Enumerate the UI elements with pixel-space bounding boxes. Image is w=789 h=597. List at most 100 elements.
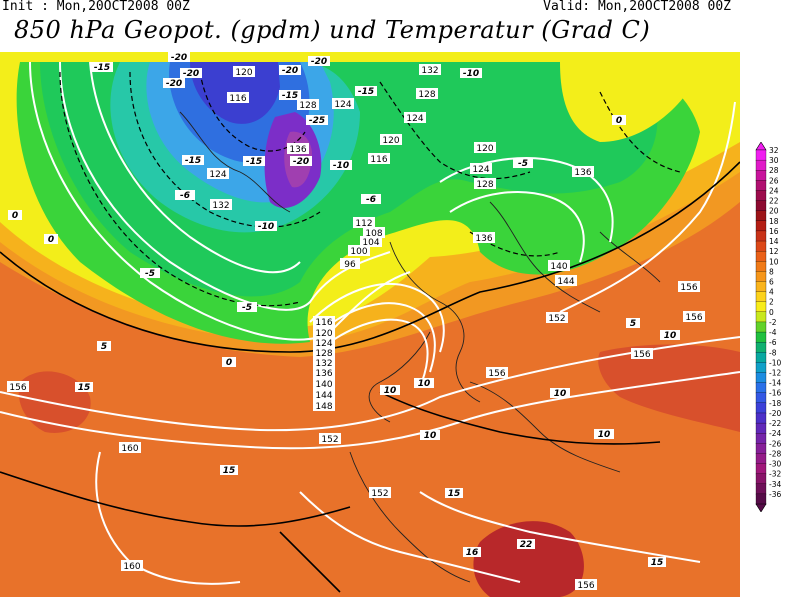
colorbar-swatch xyxy=(755,291,767,303)
svg-text:-20: -20 xyxy=(293,157,309,167)
init-time-label: Init : Mon,20OCT2008 00Z xyxy=(2,0,190,14)
svg-text:136: 136 xyxy=(289,145,306,155)
svg-text:-15: -15 xyxy=(94,63,110,73)
gph-label: 116 xyxy=(313,316,335,328)
gph-label: 136 xyxy=(287,143,309,155)
gph-label: 124 xyxy=(332,98,354,110)
svg-text:132: 132 xyxy=(212,201,229,211)
svg-text:-10: -10 xyxy=(463,69,479,79)
gph-label: 100 xyxy=(348,245,370,257)
colorbar-arrow-up xyxy=(755,142,767,151)
svg-text:0: 0 xyxy=(48,235,54,245)
svg-text:-5: -5 xyxy=(518,159,528,169)
svg-text:116: 116 xyxy=(315,318,332,328)
colorbar-tick-label: 12 xyxy=(769,247,779,256)
colorbar-tick-label: -12 xyxy=(769,369,781,378)
svg-text:10: 10 xyxy=(554,389,567,399)
temp-label: -5 xyxy=(513,158,533,169)
temp-label: -6 xyxy=(175,190,195,201)
gph-label: 144 xyxy=(313,389,335,401)
svg-text:120: 120 xyxy=(382,136,399,146)
gph-label: 160 xyxy=(119,442,141,454)
svg-text:10: 10 xyxy=(384,386,397,396)
svg-text:128: 128 xyxy=(315,349,332,359)
gph-label: 144 xyxy=(555,275,577,287)
temp-label: 10 xyxy=(594,429,614,440)
svg-text:-15: -15 xyxy=(246,157,262,167)
temp-label: 5 xyxy=(626,318,640,329)
colorbar-swatch xyxy=(755,342,767,353)
svg-text:152: 152 xyxy=(371,489,388,499)
colorbar-swatch xyxy=(755,493,767,505)
svg-text:124: 124 xyxy=(472,165,489,175)
gph-label: 112 xyxy=(353,217,375,229)
svg-text:-20: -20 xyxy=(311,57,327,67)
colorbar-tick-label: 0 xyxy=(769,308,774,317)
colorbar-tick-label: 10 xyxy=(769,257,779,266)
temperature-colorbar: 32302826242220181614121086420-2-4-6-8-10… xyxy=(755,142,781,512)
colorbar-swatch xyxy=(755,250,767,262)
gph-label: 96 xyxy=(340,258,360,270)
gph-label: 116 xyxy=(227,92,249,104)
gph-label: 136 xyxy=(572,166,594,178)
svg-text:108: 108 xyxy=(365,229,382,239)
colorbar-tick-label: -34 xyxy=(769,480,781,489)
svg-text:0: 0 xyxy=(616,116,622,126)
svg-text:0: 0 xyxy=(226,358,232,368)
gph-label: 128 xyxy=(313,347,335,359)
colorbar-tick-label: 26 xyxy=(769,176,779,185)
header-bar: Init : Mon,20OCT2008 00Z Valid: Mon,20OC… xyxy=(0,0,789,14)
svg-text:156: 156 xyxy=(680,283,697,293)
colorbar-swatch xyxy=(755,453,767,465)
svg-text:10: 10 xyxy=(424,431,437,441)
colorbar-tick-label: 28 xyxy=(769,166,779,175)
gph-label: 128 xyxy=(297,99,319,111)
map-title: 850 hPa Geopot. (gpdm) und Temperatur (G… xyxy=(14,16,651,44)
colorbar-tick-label: -18 xyxy=(769,399,781,408)
svg-text:22: 22 xyxy=(520,540,533,550)
gph-label: 152 xyxy=(546,312,568,324)
gph-label: 156 xyxy=(631,348,653,360)
svg-text:128: 128 xyxy=(299,101,316,111)
svg-text:-6: -6 xyxy=(366,195,376,205)
gph-label: 156 xyxy=(7,381,29,393)
colorbar-swatch xyxy=(755,190,767,202)
gph-label: 120 xyxy=(474,142,496,154)
temp-label: -5 xyxy=(140,268,160,279)
colorbar-tick-label: 4 xyxy=(769,288,774,297)
temperature-label-group: -20 -20 -20 -15 -20 -20 -15 -15 -25 -20 … xyxy=(8,52,680,568)
temp-label: -15 xyxy=(182,155,204,166)
svg-text:144: 144 xyxy=(315,391,332,401)
colorbar-swatch xyxy=(755,200,767,212)
svg-text:15: 15 xyxy=(651,558,664,568)
gph-label: 124 xyxy=(313,337,335,349)
temp-label: -6 xyxy=(361,194,381,205)
colorbar-swatch xyxy=(755,271,767,283)
gph-label: 128 xyxy=(416,88,438,100)
svg-text:136: 136 xyxy=(475,234,492,244)
colorbar-swatch xyxy=(755,372,767,384)
svg-text:10: 10 xyxy=(418,379,431,389)
gph-label: 140 xyxy=(548,260,570,272)
gph-label: 136 xyxy=(313,367,335,379)
colorbar-swatch xyxy=(755,392,767,404)
svg-text:140: 140 xyxy=(315,380,332,390)
svg-text:-5: -5 xyxy=(242,303,252,313)
svg-text:15: 15 xyxy=(223,466,236,476)
colorbar-swatch xyxy=(755,220,767,232)
colorbar-tick-label: -28 xyxy=(769,449,781,458)
svg-text:156: 156 xyxy=(577,581,594,591)
svg-text:116: 116 xyxy=(370,155,387,165)
gph-label: 120 xyxy=(313,327,335,339)
svg-text:124: 124 xyxy=(315,339,332,349)
valid-time-label: Valid: Mon,20OCT2008 00Z xyxy=(543,0,731,14)
colorbar-tick-label: 8 xyxy=(769,267,774,276)
colorbar-swatch xyxy=(755,311,767,323)
svg-text:-5: -5 xyxy=(145,269,155,279)
svg-text:124: 124 xyxy=(406,114,423,124)
svg-text:15: 15 xyxy=(448,489,461,499)
svg-text:160: 160 xyxy=(123,562,140,572)
temp-label: -20 xyxy=(290,156,312,167)
colorbar-tick-label: -20 xyxy=(769,409,781,418)
temp-label: 22 xyxy=(517,539,535,550)
